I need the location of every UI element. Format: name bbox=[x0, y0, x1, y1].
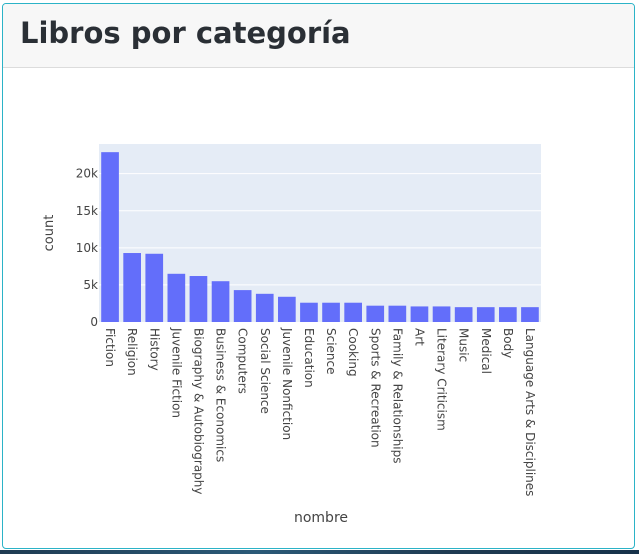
bar[interactable] bbox=[499, 307, 517, 322]
bar[interactable] bbox=[322, 302, 340, 322]
bar[interactable] bbox=[366, 305, 385, 322]
x-tick-label: Business & Economics bbox=[214, 328, 228, 462]
card-title: Libros por categoría bbox=[20, 16, 351, 50]
bar[interactable] bbox=[123, 253, 141, 322]
x-tick-label: Juvenile Fiction bbox=[169, 327, 183, 418]
y-tick-label: 15k bbox=[76, 204, 98, 218]
x-tick-label: Education bbox=[302, 328, 316, 388]
y-tick-label: 20k bbox=[76, 167, 98, 181]
plot-area bbox=[99, 144, 541, 322]
y-axis-ticks: 0 5k 10k 15k 20k bbox=[76, 167, 98, 329]
bar[interactable] bbox=[454, 307, 473, 322]
x-tick-label: Social Science bbox=[258, 328, 272, 414]
x-tick-label: Art bbox=[412, 328, 426, 346]
bar[interactable] bbox=[189, 276, 208, 322]
y-tick-label: 5k bbox=[83, 278, 98, 292]
x-tick-label: Juvenile Nonfiction bbox=[280, 327, 294, 440]
bar[interactable] bbox=[300, 302, 318, 322]
x-tick-label: Fiction bbox=[103, 328, 117, 367]
x-axis-title: nombre bbox=[294, 510, 348, 526]
x-tick-label: Family & Relationships bbox=[390, 328, 404, 464]
bar[interactable] bbox=[255, 293, 274, 322]
bar[interactable] bbox=[101, 152, 119, 322]
x-axis-ticks: Fiction Religion History Juvenile Fiction Bi… bbox=[103, 327, 537, 496]
y-axis-title: count bbox=[42, 215, 57, 252]
bar[interactable] bbox=[521, 307, 539, 322]
taskbar-strip bbox=[0, 550, 639, 554]
x-tick-label: Religion bbox=[125, 328, 139, 376]
x-tick-label: Medical bbox=[479, 328, 493, 374]
x-tick-label: Cooking bbox=[346, 328, 360, 377]
y-tick-label: 10k bbox=[76, 241, 98, 255]
x-tick-label: Body bbox=[501, 328, 515, 358]
x-tick-label: Sports & Recreation bbox=[368, 328, 382, 448]
bar[interactable] bbox=[278, 296, 296, 322]
bar[interactable] bbox=[432, 306, 451, 322]
bar[interactable] bbox=[388, 305, 407, 322]
x-tick-label: Literary Criticism bbox=[435, 328, 449, 431]
bar[interactable] bbox=[410, 306, 429, 322]
x-tick-label: Computers bbox=[236, 328, 250, 394]
grid-lines bbox=[99, 173, 541, 286]
x-tick-label: Science bbox=[324, 328, 338, 375]
x-tick-label: Music bbox=[457, 328, 471, 362]
bar[interactable] bbox=[344, 302, 362, 322]
y-tick-label: 0 bbox=[90, 315, 98, 329]
bar[interactable] bbox=[145, 253, 164, 322]
x-tick-label: History bbox=[147, 328, 161, 371]
bar[interactable] bbox=[233, 290, 252, 322]
x-tick-label: Language Arts & Disciplines bbox=[523, 328, 537, 496]
bar[interactable] bbox=[211, 281, 230, 322]
bars bbox=[101, 152, 539, 322]
bar[interactable] bbox=[476, 307, 495, 322]
card-header: Libros por categoría bbox=[3, 4, 634, 68]
bar[interactable] bbox=[167, 273, 186, 322]
x-tick-label: Biography & Autobiography bbox=[191, 328, 205, 495]
